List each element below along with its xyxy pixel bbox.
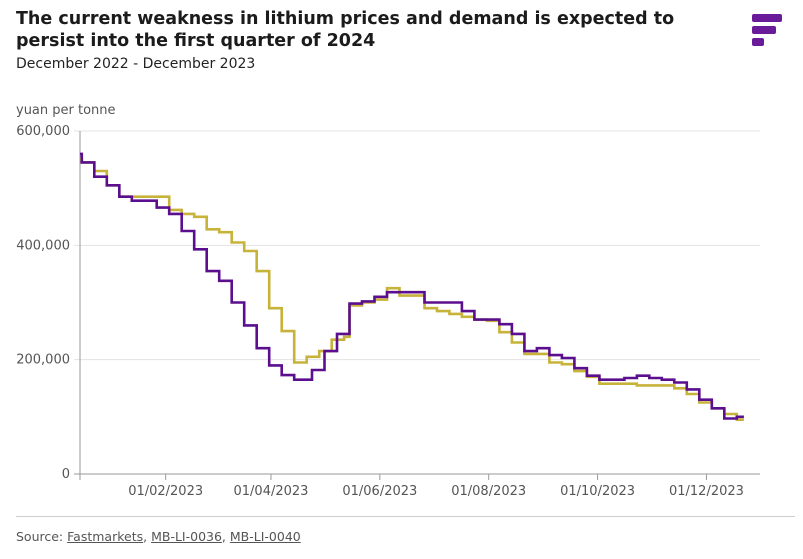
- x-tick-label: 01/02/2023: [128, 484, 203, 499]
- source-link-mb-li-0036[interactable]: MB-LI-0036: [151, 529, 222, 544]
- x-ticks: 01/02/2023 01/04/2023 01/06/2023 01/08/2023…: [128, 474, 744, 499]
- y-tick-label: 0: [62, 467, 70, 482]
- x-tick-label: 01/04/2023: [234, 484, 309, 499]
- source-link-fastmarkets[interactable]: Fastmarkets: [67, 529, 144, 544]
- y-tick-label: 400,000: [16, 238, 70, 253]
- source-prefix: Source:: [16, 529, 68, 544]
- x-tick-label: 01/10/2023: [560, 484, 635, 499]
- y-ticks: 600,000 400,000 200,000 0: [16, 124, 70, 482]
- footer-divider: [16, 516, 795, 517]
- series-lines: [80, 152, 744, 421]
- y-axis-label: yuan per tonne: [16, 103, 116, 118]
- x-tick-label: 01/08/2023: [451, 484, 526, 499]
- gridlines: [74, 130, 760, 480]
- series-line-purple: [80, 152, 744, 420]
- source-note: Source: Fastmarkets, MB-LI-0036, MB-LI-0…: [16, 529, 301, 544]
- y-tick-label: 600,000: [16, 124, 70, 139]
- y-tick-label: 200,000: [16, 353, 70, 368]
- chart-title: The current weakness in lithium prices a…: [16, 9, 675, 51]
- x-tick-label: 01/06/2023: [342, 484, 417, 499]
- chart-subtitle: December 2022 - December 2023: [16, 56, 256, 72]
- x-tick-label: 01/12/2023: [669, 484, 744, 499]
- series-line-gold: [80, 158, 744, 421]
- line-chart: yuan per tonne 600,000 400,000 200,000 0 01…: [16, 103, 760, 499]
- source-link-mb-li-0040[interactable]: MB-LI-0040: [229, 529, 301, 544]
- brand-logo: [752, 14, 782, 46]
